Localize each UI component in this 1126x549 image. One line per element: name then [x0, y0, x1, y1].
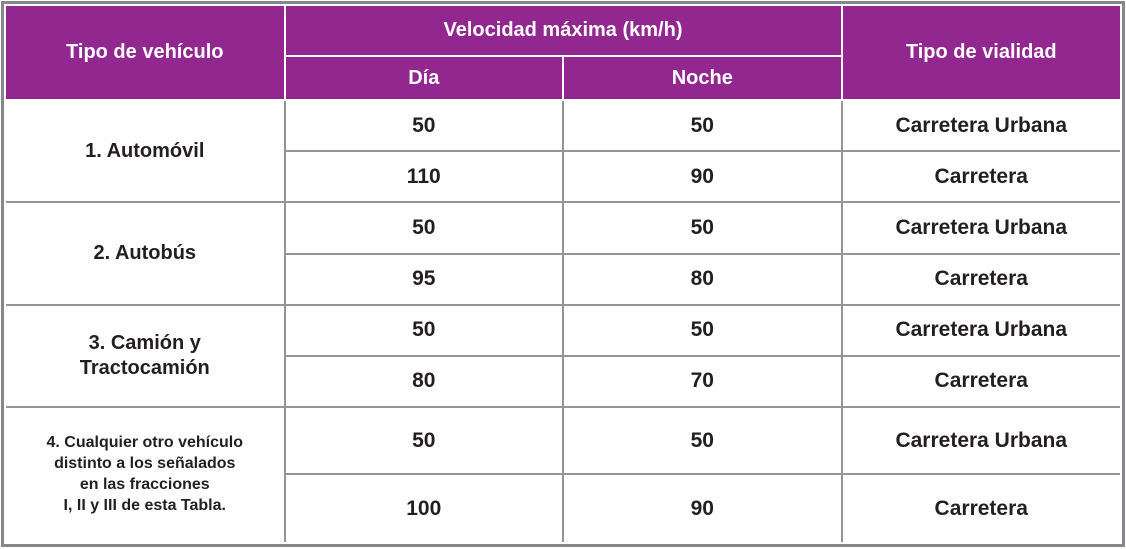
table-row: 4. Cualquier otro vehículo distinto a lo…	[5, 405, 1121, 544]
night-value-cell: 90	[562, 150, 843, 204]
max-speed-header: Velocidad máxima (km/h)	[283, 4, 843, 58]
day-value-cell: 110	[283, 150, 564, 204]
table-row: 110 90 Carretera	[6, 150, 1121, 204]
night-value-cell: 50	[562, 99, 843, 153]
day-value-cell: 80	[283, 354, 564, 408]
road-type-cell: Carretera Urbana	[840, 201, 1121, 255]
vehicle-label-line: 1. Automóvil	[85, 139, 205, 162]
vehicle-cell-autobus: 2. Autobús	[5, 201, 286, 306]
vehicle-cell-otro: 4. Cualquier otro vehículo distinto a lo…	[5, 405, 286, 544]
vehicle-label-line: 4. Cualquier otro vehículo	[46, 434, 243, 452]
vehicle-label-line: 2. Autobús	[93, 242, 197, 265]
day-value-cell: 50	[283, 303, 564, 357]
day-value-cell: 100	[283, 473, 564, 543]
table-row: 3. Camión y Tractocamión 50 50 Carretera…	[5, 303, 1121, 408]
vehicle-label-line: en las fracciones	[79, 475, 210, 493]
road-type-cell: Carretera Urbana	[840, 303, 1121, 357]
vehicle-label-line: Tractocamión	[79, 356, 210, 379]
table-row: 100 90 Carretera	[6, 473, 1121, 543]
table-row: 2. Autobús 50 50 Carretera Urbana	[5, 201, 1121, 306]
vehicle-label-line: 3. Camión y	[88, 331, 201, 354]
night-header: Noche	[562, 55, 843, 102]
table-row: 95 80 Carretera	[6, 252, 1121, 306]
night-value-cell: 70	[562, 354, 843, 408]
night-value-cell: 50	[562, 201, 843, 255]
road-type-cell: Carretera	[840, 252, 1121, 306]
road-type-cell: Carretera Urbana	[840, 405, 1121, 476]
day-value-cell: 50	[283, 201, 564, 255]
road-type-cell: Carretera	[840, 473, 1121, 543]
vehicle-label-line: distinto a los señalados	[54, 455, 236, 473]
night-value-cell: 50	[562, 405, 843, 476]
vehicle-cell-automovil: 1. Automóvil	[5, 99, 286, 204]
table-row: 1. Automóvil 50 50 Carretera Urbana	[5, 99, 1121, 204]
night-value-cell: 80	[562, 252, 843, 306]
day-value-cell: 95	[283, 252, 564, 306]
road-type-cell: Carretera Urbana	[840, 99, 1121, 153]
vehicle-label-line: I, II y III de esta Tabla.	[63, 496, 226, 514]
vehicle-type-header: Tipo de vehículo	[5, 4, 286, 102]
table-row: 80 70 Carretera	[6, 354, 1121, 408]
vehicle-cell-camion: 3. Camión y Tractocamión	[5, 303, 286, 408]
day-value-cell: 50	[283, 405, 564, 476]
speed-limit-table: Tipo de vehículo Velocidad máxima (km/h)…	[5, 4, 1121, 544]
road-type-cell: Carretera	[840, 150, 1121, 204]
day-value-cell: 50	[283, 99, 564, 153]
night-value-cell: 90	[562, 473, 843, 543]
night-value-cell: 50	[562, 303, 843, 357]
road-type-header: Tipo de vialidad	[840, 4, 1121, 102]
day-header: Día	[283, 55, 564, 102]
road-type-cell: Carretera	[840, 354, 1121, 408]
